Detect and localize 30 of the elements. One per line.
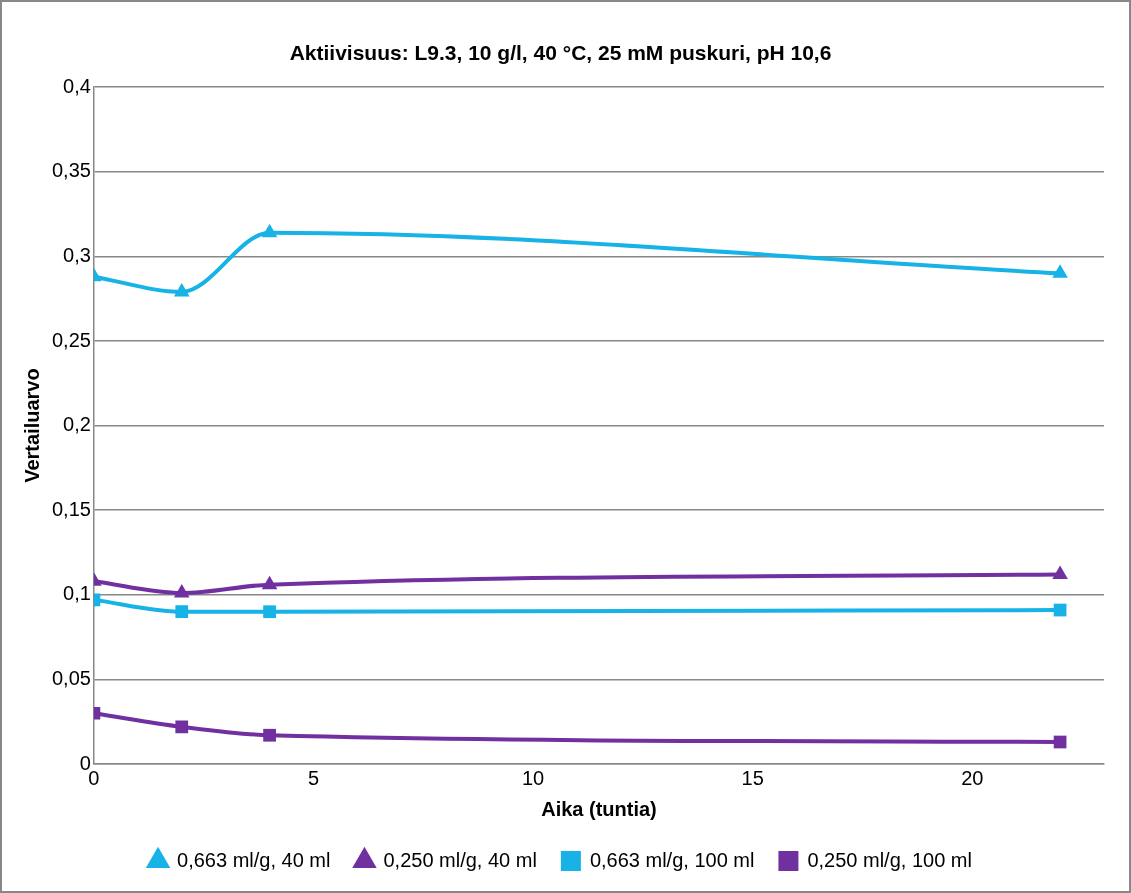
legend-label: 0,663 ml/g, 40 ml bbox=[177, 848, 331, 871]
point bbox=[1052, 264, 1068, 278]
x-tick-label: 5 bbox=[307, 766, 320, 789]
y-tick-label: 0,3 bbox=[63, 243, 91, 266]
y-tick-label: 0,1 bbox=[63, 582, 91, 605]
legend-label: 0,663 ml/g, 100 ml bbox=[589, 848, 755, 871]
point bbox=[175, 720, 189, 734]
y-tick-label: 0,25 bbox=[51, 328, 91, 351]
point bbox=[173, 282, 190, 297]
y-tick-label: 0,05 bbox=[51, 666, 91, 689]
point bbox=[175, 605, 189, 619]
x-tick-label: 15 bbox=[741, 766, 764, 789]
y-tick-label: 0,4 bbox=[63, 74, 91, 97]
y-axis-title: Vertailuarvo bbox=[20, 368, 43, 483]
x-tick-label: 20 bbox=[961, 766, 984, 789]
legend-label: 0,250 ml/g, 40 ml bbox=[383, 848, 537, 871]
point bbox=[173, 584, 190, 598]
point bbox=[261, 223, 278, 238]
point bbox=[263, 605, 276, 619]
y-tick-label: 0,15 bbox=[51, 497, 91, 520]
chart-title: Aktiivisuus: L9.3, 10 g/l, 40 °C, 25 mM puskuri, pH 10,6 bbox=[289, 41, 832, 65]
x-axis-title: Aika (tuntia) bbox=[541, 797, 657, 820]
y-tick-label: 0 bbox=[79, 751, 91, 774]
point bbox=[263, 728, 276, 742]
point bbox=[1052, 565, 1068, 579]
y-tick-label: 0,2 bbox=[63, 413, 91, 436]
y-tick-label: 0,35 bbox=[51, 159, 91, 182]
x-tick-label: 10 bbox=[521, 766, 545, 789]
point bbox=[261, 575, 278, 590]
legend-label: 0,250 ml/g, 100 ml bbox=[807, 848, 972, 871]
